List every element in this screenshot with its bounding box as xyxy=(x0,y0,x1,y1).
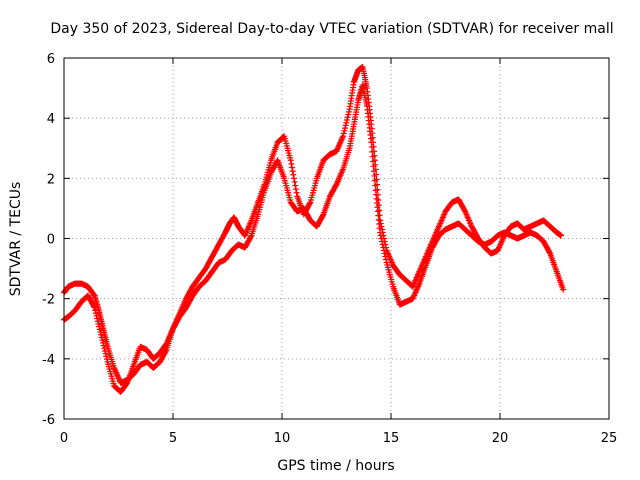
data-point xyxy=(461,207,468,214)
data-point xyxy=(287,157,294,164)
y-tick-label: -4 xyxy=(42,353,55,368)
data-point xyxy=(343,116,350,123)
data-point xyxy=(96,326,103,333)
data-point xyxy=(344,114,351,121)
y-tick-label: -6 xyxy=(42,413,55,428)
y-tick-label: 4 xyxy=(47,112,55,127)
axis-ticks: 0 5 10 15 20 25 -6 -4 -2 0 2 4 6 xyxy=(42,52,617,446)
data-point xyxy=(247,233,254,240)
data-point xyxy=(343,119,350,126)
x-tick-label: 0 xyxy=(60,431,68,446)
data-point xyxy=(381,250,388,257)
data-point xyxy=(99,337,106,344)
data-point xyxy=(377,229,384,236)
data-point xyxy=(293,189,300,196)
data-point xyxy=(376,207,383,214)
chart-title: Day 350 of 2023, Sidereal Day-to-day VTE… xyxy=(50,21,613,37)
data-point xyxy=(101,345,108,352)
data-point xyxy=(560,286,567,293)
y-axis-label: SDTVAR / TECUs xyxy=(8,182,24,297)
data-point xyxy=(92,310,99,317)
data-point xyxy=(340,133,347,140)
data-point xyxy=(377,232,384,239)
data-point xyxy=(319,212,326,219)
y-tick-label: -2 xyxy=(42,293,55,308)
data-point xyxy=(288,160,295,167)
data-point xyxy=(340,130,347,137)
x-tick-label: 5 xyxy=(169,431,177,446)
series-2 xyxy=(61,82,567,386)
x-axis-label: GPS time / hours xyxy=(277,458,394,474)
data-point xyxy=(306,200,313,207)
y-tick-label: 0 xyxy=(47,233,55,248)
data-point xyxy=(291,178,298,185)
data-point xyxy=(380,244,387,251)
data-point xyxy=(382,256,389,263)
y-tick-label: 6 xyxy=(47,52,55,67)
data-point xyxy=(377,217,384,224)
data-points xyxy=(61,64,567,395)
data-point xyxy=(162,348,169,355)
data-point xyxy=(98,331,105,338)
data-point xyxy=(546,249,553,256)
data-point xyxy=(558,232,565,239)
data-point xyxy=(381,247,388,254)
data-point xyxy=(292,186,299,193)
x-tick-label: 10 xyxy=(274,431,291,446)
data-point xyxy=(341,127,348,134)
data-point xyxy=(292,182,299,189)
data-point xyxy=(103,353,110,360)
data-point xyxy=(342,122,349,129)
data-point xyxy=(289,164,296,171)
data-point xyxy=(332,182,339,189)
data-point xyxy=(94,315,101,322)
data-point xyxy=(102,350,109,357)
data-point xyxy=(100,342,107,349)
data-point xyxy=(95,320,102,327)
x-tick-label: 20 xyxy=(492,431,509,446)
data-point xyxy=(379,238,386,245)
data-point xyxy=(290,171,297,178)
x-tick-label: 15 xyxy=(383,431,400,446)
y-tick-label: 2 xyxy=(47,172,55,187)
x-tick-label: 25 xyxy=(601,431,618,446)
data-point xyxy=(382,253,389,260)
data-point xyxy=(290,175,297,182)
data-point xyxy=(345,108,352,115)
data-point xyxy=(379,241,386,248)
data-point xyxy=(289,168,296,175)
data-point xyxy=(378,235,385,242)
data-point xyxy=(345,111,352,118)
data-point xyxy=(342,125,349,132)
